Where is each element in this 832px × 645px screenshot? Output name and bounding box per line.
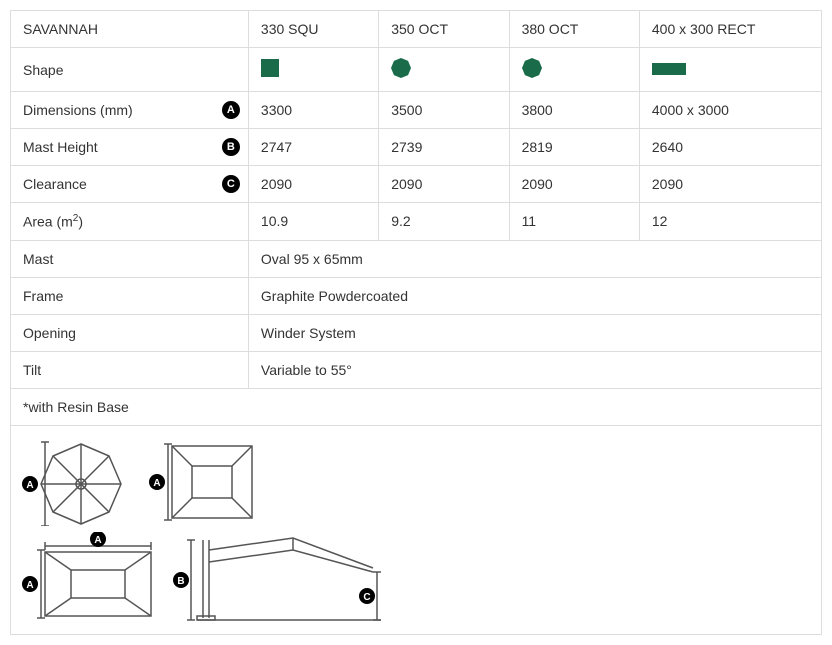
diagram-rect-top: A A (21, 532, 161, 624)
area-1: 9.2 (379, 203, 509, 241)
diagram-row-2: A A (21, 532, 811, 624)
clearance-2: 2090 (509, 166, 639, 203)
tilt-value: Variable to 55° (248, 351, 821, 388)
label-mast-height-text: Mast Height (23, 139, 98, 155)
label-frame: Frame (11, 277, 249, 314)
badge-a-icon: A (94, 535, 101, 546)
shape-cell-2 (509, 48, 639, 92)
dimensions-2: 3800 (509, 92, 639, 129)
row-footnote: *with Resin Base (11, 388, 822, 425)
row-tilt: Tilt Variable to 55° (11, 351, 822, 388)
row-dimensions: Dimensions (mm) A 3300 3500 3800 4000 x … (11, 92, 822, 129)
label-clearance: Clearance C (11, 166, 249, 203)
clearance-0: 2090 (248, 166, 378, 203)
row-clearance: Clearance C 2090 2090 2090 2090 (11, 166, 822, 203)
diagram-row-1: A (21, 436, 811, 526)
mast-height-0: 2747 (248, 129, 378, 166)
clearance-1: 2090 (379, 166, 509, 203)
octagon-icon (522, 58, 542, 78)
mast-height-1: 2739 (379, 129, 509, 166)
footnote: *with Resin Base (11, 388, 822, 425)
dimensions-3: 4000 x 3000 (639, 92, 821, 129)
row-opening: Opening Winder System (11, 314, 822, 351)
variant-2: 380 OCT (509, 11, 639, 48)
label-tilt: Tilt (11, 351, 249, 388)
row-shape: Shape (11, 48, 822, 92)
label-area: Area (m2) (11, 203, 249, 241)
badge-a: A (222, 101, 240, 119)
square-icon (261, 59, 279, 77)
label-mast-height: Mast Height B (11, 129, 249, 166)
diagram-side-elevation: B C (173, 532, 383, 624)
row-area: Area (m2) 10.9 9.2 11 12 (11, 203, 822, 241)
label-clearance-text: Clearance (23, 176, 87, 192)
mast-value: Oval 95 x 65mm (248, 240, 821, 277)
label-shape: Shape (11, 48, 249, 92)
area-3: 12 (639, 203, 821, 241)
label-dimensions: Dimensions (mm) A (11, 92, 249, 129)
badge-a-icon: A (153, 478, 160, 489)
mast-height-2: 2819 (509, 129, 639, 166)
badge-b-icon: B (177, 576, 184, 587)
octagon-icon (391, 58, 411, 78)
shape-cell-3 (639, 48, 821, 92)
variant-0: 330 SQU (248, 11, 378, 48)
header-row: SAVANNAH 330 SQU 350 OCT 380 OCT 400 x 3… (11, 11, 822, 48)
frame-value: Graphite Powdercoated (248, 277, 821, 314)
label-opening: Opening (11, 314, 249, 351)
dimensions-1: 3500 (379, 92, 509, 129)
variant-1: 350 OCT (379, 11, 509, 48)
badge-a-icon: A (26, 580, 33, 591)
dimensions-0: 3300 (248, 92, 378, 129)
row-mast-height: Mast Height B 2747 2739 2819 2640 (11, 129, 822, 166)
clearance-3: 2090 (639, 166, 821, 203)
variant-3: 400 x 300 RECT (639, 11, 821, 48)
area-2: 11 (509, 203, 639, 241)
spec-table: SAVANNAH 330 SQU 350 OCT 380 OCT 400 x 3… (10, 10, 822, 635)
shape-cell-1 (379, 48, 509, 92)
label-mast: Mast (11, 240, 249, 277)
mast-height-3: 2640 (639, 129, 821, 166)
title-cell: SAVANNAH (11, 11, 249, 48)
rect-icon (652, 63, 686, 75)
row-frame: Frame Graphite Powdercoated (11, 277, 822, 314)
badge-b: B (222, 138, 240, 156)
badge-c-icon: C (363, 592, 370, 603)
diagram-square-top: A (148, 436, 263, 526)
diagrams-cell: A (11, 425, 822, 634)
shape-cell-0 (248, 48, 378, 92)
diagrams-container: A (21, 436, 811, 624)
row-diagrams: A (11, 425, 822, 634)
diagram-octagon-top: A (21, 436, 136, 526)
opening-value: Winder System (248, 314, 821, 351)
area-0: 10.9 (248, 203, 378, 241)
row-mast: Mast Oval 95 x 65mm (11, 240, 822, 277)
badge-c: C (222, 175, 240, 193)
badge-a-icon: A (26, 480, 33, 491)
label-dimensions-text: Dimensions (mm) (23, 102, 133, 118)
